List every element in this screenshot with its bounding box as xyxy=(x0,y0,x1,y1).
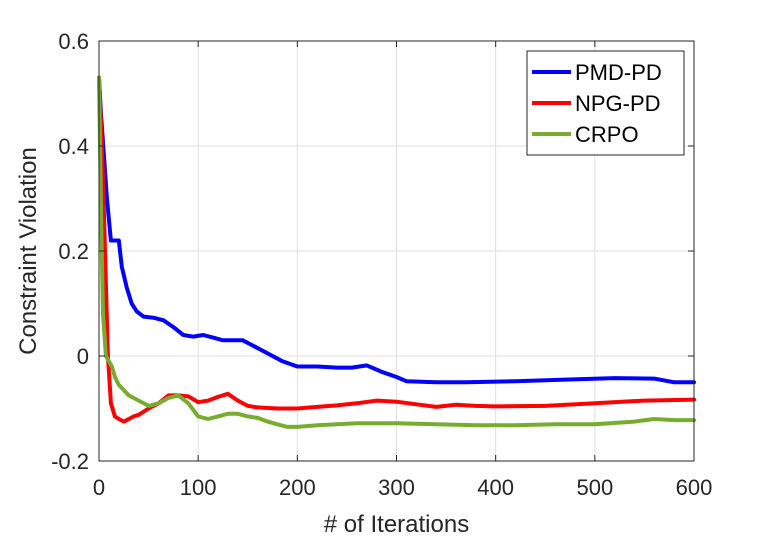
y-axis-label: Constraint Violation xyxy=(15,147,42,355)
x-tick-label: 200 xyxy=(279,475,316,500)
y-tick-label: 0.2 xyxy=(58,239,89,264)
series-line-1 xyxy=(97,75,696,385)
x-tick-label: 100 xyxy=(180,475,217,500)
series-line-2 xyxy=(97,75,696,424)
y-tick-label: 0.6 xyxy=(58,29,89,54)
legend-label: CRPO xyxy=(575,122,639,147)
axes xyxy=(98,40,695,462)
x-tick-label: 600 xyxy=(676,475,713,500)
x-tick-label: 400 xyxy=(477,475,514,500)
x-tick-label: 0 xyxy=(93,475,105,500)
y-tick-label: 0 xyxy=(77,344,89,369)
series-lines xyxy=(97,75,696,429)
y-tick-label: 0.4 xyxy=(58,134,89,159)
y-tick-label: -0.2 xyxy=(51,449,89,474)
x-tick-label: 300 xyxy=(378,475,415,500)
legend: PMD-PD NPG-PD CRPO xyxy=(526,50,685,156)
series-line-3 xyxy=(97,75,696,429)
x-axis-label: # of Iterations xyxy=(324,511,469,538)
tick-labels: 0 100 200 300 400 500 600-0.200.20.40.6 xyxy=(51,29,712,500)
x-tick-label: 500 xyxy=(576,475,613,500)
legend-label: PMD-PD xyxy=(575,60,662,85)
legend-label: NPG-PD xyxy=(575,91,661,116)
